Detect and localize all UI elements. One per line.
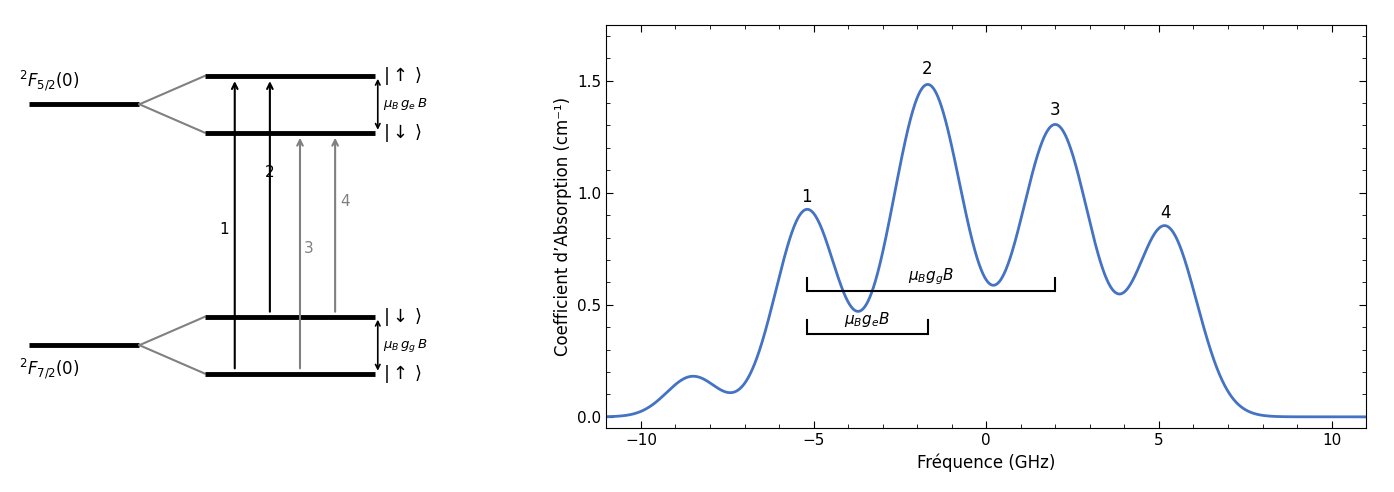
Text: $^2F_{5/2}(0)$: $^2F_{5/2}(0)$ — [20, 68, 79, 93]
X-axis label: Fréquence (GHz): Fréquence (GHz) — [917, 454, 1055, 472]
Text: $\mu_B\, g_e\, B$: $\mu_B\, g_e\, B$ — [383, 96, 427, 112]
Text: 4: 4 — [1161, 204, 1171, 222]
Text: 1: 1 — [802, 188, 811, 206]
Text: $\mu_B\, g_g\, B$: $\mu_B\, g_g\, B$ — [383, 337, 428, 354]
Y-axis label: Coefficient d’Absorption (cm⁻¹): Coefficient d’Absorption (cm⁻¹) — [553, 97, 572, 356]
Text: 1: 1 — [219, 222, 229, 237]
Text: $| \downarrow \, \rangle$: $| \downarrow \, \rangle$ — [383, 306, 421, 328]
Text: 3: 3 — [304, 241, 314, 256]
Text: 2: 2 — [265, 165, 275, 180]
Text: $| \uparrow \, \rangle$: $| \uparrow \, \rangle$ — [383, 363, 421, 385]
Text: $| \downarrow \, \rangle$: $| \downarrow \, \rangle$ — [383, 122, 421, 144]
Text: 4: 4 — [340, 194, 350, 209]
Text: $^2F_{7/2}(0)$: $^2F_{7/2}(0)$ — [20, 356, 79, 381]
Text: $\mu_B g_e B$: $\mu_B g_e B$ — [845, 310, 891, 330]
Text: 3: 3 — [1050, 101, 1061, 119]
Text: $| \uparrow \, \rangle$: $| \uparrow \, \rangle$ — [383, 65, 421, 87]
Text: $\mu_B g_g B$: $\mu_B g_g B$ — [907, 266, 953, 287]
Text: 2: 2 — [923, 61, 933, 78]
